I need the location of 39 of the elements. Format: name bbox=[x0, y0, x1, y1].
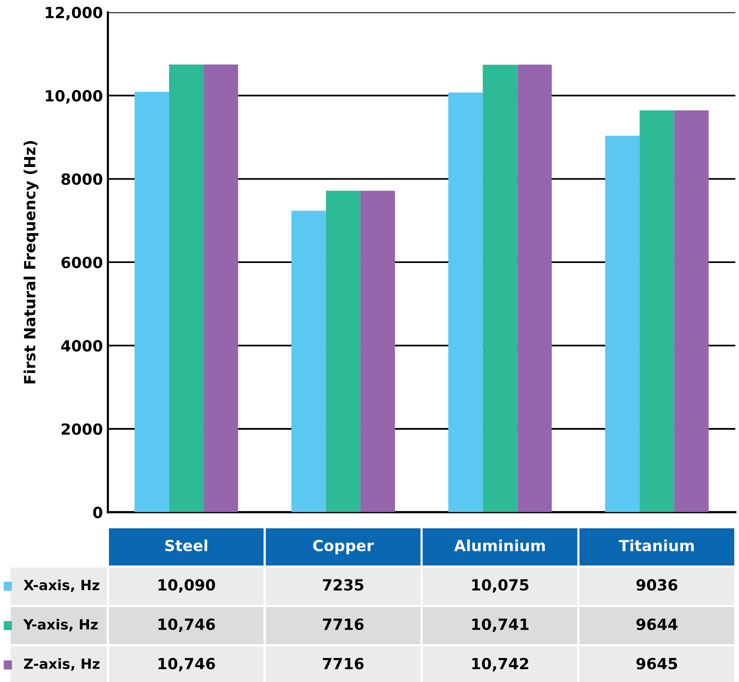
bar bbox=[674, 110, 709, 512]
data-label: 7716 bbox=[322, 658, 364, 670]
legend-label: Y-axis, Hz bbox=[23, 618, 98, 632]
bar bbox=[448, 92, 483, 512]
legend-label: Z-axis, Hz bbox=[24, 658, 100, 671]
y-tick-label: 2000 bbox=[62, 423, 102, 435]
y-tick-label: 12,000 bbox=[46, 6, 102, 20]
y-tick-label: 6000 bbox=[61, 256, 102, 268]
y-tick-label: 10,000 bbox=[46, 90, 102, 104]
y-tick-label: 0 bbox=[93, 506, 102, 518]
bar bbox=[134, 92, 170, 512]
data-label: 10,090 bbox=[158, 579, 216, 593]
bar bbox=[204, 64, 238, 512]
data-label: 7235 bbox=[322, 579, 364, 591]
legend-label: X-axis, Hz bbox=[24, 580, 100, 592]
data-label: 9644 bbox=[636, 618, 678, 630]
y-axis-title: First Natural Frequency (Hz) bbox=[24, 141, 39, 384]
x-tick-label: Steel bbox=[165, 539, 208, 552]
bar bbox=[640, 110, 674, 512]
x-tick-label: Aluminium bbox=[454, 539, 545, 552]
bar bbox=[482, 64, 518, 512]
data-label: 7716 bbox=[322, 618, 364, 630]
data-label: 9036 bbox=[636, 579, 678, 591]
bar bbox=[605, 136, 640, 512]
bar bbox=[326, 190, 360, 512]
y-tick-label: 4000 bbox=[61, 340, 102, 352]
bar bbox=[169, 64, 204, 512]
data-label: 9645 bbox=[636, 658, 678, 670]
data-label: 10,746 bbox=[158, 658, 215, 672]
x-tick-label: Titanium bbox=[618, 539, 694, 552]
bar bbox=[291, 210, 326, 512]
x-tick-label: Copper bbox=[313, 540, 374, 554]
data-label: 10,746 bbox=[158, 618, 215, 632]
y-tick-label: 8000 bbox=[61, 173, 102, 185]
bar bbox=[360, 190, 395, 512]
data-label: 10,742 bbox=[472, 658, 528, 672]
bar bbox=[517, 64, 552, 512]
data-label: 10,741 bbox=[472, 618, 528, 632]
data-label: 10,075 bbox=[472, 579, 528, 593]
